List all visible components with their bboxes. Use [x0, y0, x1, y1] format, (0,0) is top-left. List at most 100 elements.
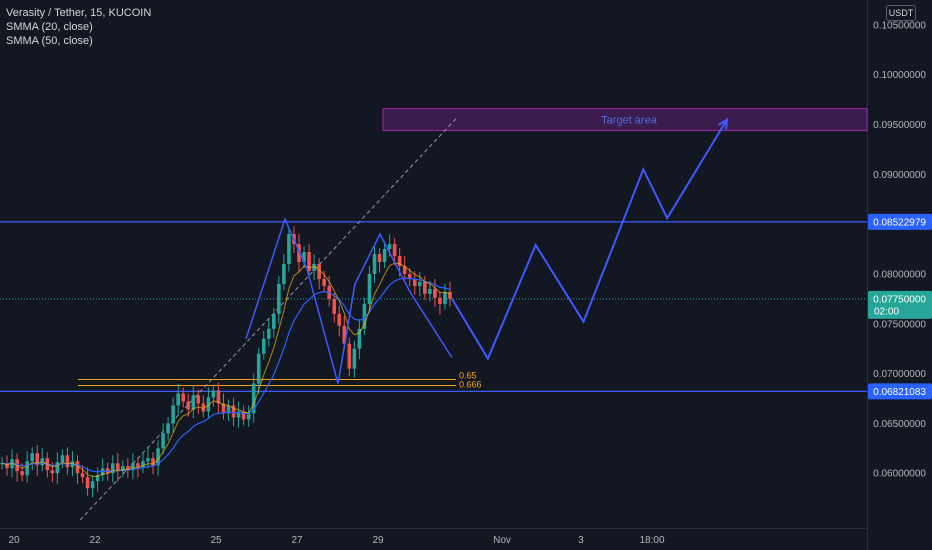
candle-body — [176, 393, 180, 406]
candle-body — [347, 343, 352, 369]
candle-body — [216, 390, 221, 404]
fib-label-0.666: 0.666 — [459, 380, 482, 390]
candle-body — [367, 273, 372, 304]
candle-body — [35, 453, 40, 466]
candle-body — [433, 288, 437, 298]
candle-body — [75, 461, 80, 474]
symbol-title[interactable]: Verasity / Tether, 15, KUCOIN — [6, 7, 152, 19]
last-price-tag — [868, 290, 932, 319]
x-tick-label: 29 — [372, 535, 384, 546]
candle-body — [438, 297, 442, 304]
candle-body — [443, 291, 447, 304]
candle-body — [236, 411, 241, 418]
candle-body — [272, 313, 276, 329]
candle-body — [146, 458, 150, 462]
candle-body — [171, 405, 175, 424]
candle-body — [226, 405, 231, 414]
smma-20-label[interactable]: SMMA (20, close) — [6, 21, 93, 33]
candle-body — [181, 393, 186, 402]
candle-body — [448, 291, 452, 299]
candle-body — [55, 462, 60, 474]
candle-body — [221, 403, 226, 414]
candle-body — [332, 298, 337, 314]
fib-label-0.65: 0.65 — [459, 371, 477, 381]
candle-body — [95, 475, 100, 482]
candle-body — [402, 265, 407, 274]
candle-body — [423, 281, 427, 294]
candle-body — [362, 303, 367, 329]
price-axis — [867, 0, 932, 550]
smma-50-label[interactable]: SMMA (50, close) — [6, 35, 93, 47]
candle-body — [357, 328, 362, 349]
candle-body — [211, 390, 216, 398]
projection-arrowhead — [718, 117, 729, 130]
last-price-label: 0.07750000 — [873, 294, 926, 305]
drawn-pattern-line — [245, 217, 453, 384]
candle-body — [161, 433, 165, 449]
candle-body — [277, 283, 281, 314]
candle-body — [417, 281, 422, 286]
candle-body — [307, 252, 311, 271]
candle-body — [5, 463, 9, 469]
candle-body — [20, 471, 24, 476]
y-tick-label: 0.06500000 — [873, 419, 926, 430]
x-tick-label: 22 — [89, 535, 101, 546]
chart-legend: Verasity / Tether, 15, KUCOIN SMMA (20, … — [6, 6, 151, 48]
candle-body — [387, 244, 392, 250]
candle-body — [30, 453, 35, 462]
y-tick-label: 0.07000000 — [873, 369, 926, 380]
candle-body — [156, 448, 160, 466]
x-tick-label: 25 — [210, 535, 222, 546]
candle-body — [266, 328, 271, 339]
candle-body — [397, 256, 402, 266]
candle-body — [282, 264, 286, 284]
candle-body — [261, 338, 266, 354]
candle-body — [251, 383, 256, 414]
candle-body — [231, 405, 236, 418]
candle-body — [312, 264, 316, 271]
support-price-tag — [868, 383, 932, 400]
resistance-price-tag — [868, 213, 932, 230]
candle-body — [141, 461, 145, 468]
projection-path — [451, 119, 728, 361]
candle-body — [80, 473, 85, 478]
y-tick-label: 0.09500000 — [873, 120, 926, 131]
target-area-label: Target area — [601, 115, 658, 127]
candle-body — [206, 397, 211, 412]
candle-body — [297, 244, 301, 263]
candle-body — [342, 325, 347, 344]
candle-body — [110, 463, 115, 474]
countdown-label: 02:00 — [874, 306, 899, 317]
y-tick-label: 0.10500000 — [873, 20, 926, 31]
x-tick-label: 18:00 — [639, 535, 664, 546]
candle-body — [256, 353, 261, 384]
candle-body — [115, 463, 120, 472]
target-area-box — [382, 108, 868, 132]
x-tick-label: 3 — [578, 535, 584, 546]
candle-body — [166, 423, 170, 434]
candle-body — [196, 395, 201, 404]
candle-body — [65, 455, 70, 468]
candle-body — [392, 244, 397, 257]
resistance-price-label: 0.08522979 — [873, 217, 926, 228]
support-price-label: 0.06821083 — [873, 387, 926, 398]
candle-body — [287, 234, 291, 264]
x-tick-label: 27 — [291, 535, 303, 546]
candle-body — [151, 458, 155, 466]
candle-body — [90, 481, 95, 489]
candle-body — [121, 466, 125, 472]
candle-body — [85, 477, 90, 489]
candle-body — [322, 278, 326, 286]
candle-body — [105, 468, 110, 474]
candle-body — [201, 403, 206, 412]
candle-body — [131, 463, 135, 471]
currency-button[interactable]: USDT — [886, 5, 916, 21]
candle-body — [136, 463, 140, 468]
candle-body — [352, 348, 357, 369]
y-tick-label: 0.07500000 — [873, 319, 926, 330]
candle-body — [25, 461, 29, 476]
candle-body — [337, 313, 342, 326]
candle-body — [382, 249, 387, 263]
candle-body — [246, 413, 251, 420]
